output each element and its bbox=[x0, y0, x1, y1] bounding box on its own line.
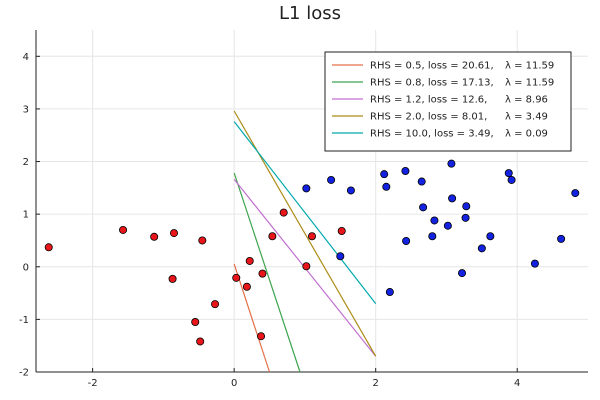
blue-point bbox=[486, 232, 495, 241]
blue-point bbox=[557, 234, 566, 243]
red-point bbox=[198, 236, 207, 245]
axis-layer: -2 0 2 4 -2 -1 0 1 2 3 4 bbox=[19, 30, 588, 389]
blue-point bbox=[448, 194, 457, 203]
x-tick-label: -2 bbox=[88, 378, 98, 389]
y-tick-label: -2 bbox=[19, 368, 29, 379]
x-tick-label: 0 bbox=[231, 378, 237, 389]
red-point bbox=[258, 269, 267, 278]
legend-lambda: λ = 8.96 bbox=[505, 95, 548, 106]
blue-point bbox=[530, 259, 539, 268]
red-point bbox=[191, 318, 200, 327]
blue-point bbox=[504, 169, 513, 178]
legend-box bbox=[324, 51, 572, 152]
red-point bbox=[196, 337, 205, 346]
red-point bbox=[279, 208, 288, 217]
red-point bbox=[169, 229, 178, 238]
y-tick-label: 1 bbox=[23, 210, 29, 221]
series-line bbox=[233, 263, 271, 373]
blue-point bbox=[507, 175, 516, 184]
blue-point bbox=[346, 186, 355, 195]
legend-label: RHS = 10.0, loss = 3.49, bbox=[370, 129, 494, 140]
red-point bbox=[119, 225, 128, 234]
red-point bbox=[150, 232, 159, 241]
blue-point bbox=[302, 184, 311, 193]
blue-point bbox=[417, 177, 426, 186]
blue-point bbox=[462, 202, 471, 211]
chart-title: L1 loss bbox=[279, 3, 341, 24]
legend-lambda: λ = 3.49 bbox=[505, 112, 548, 123]
blue-point bbox=[458, 269, 467, 278]
legend-label: RHS = 1.2, loss = 12.6, bbox=[370, 95, 487, 106]
red-point bbox=[257, 332, 266, 341]
series-line bbox=[233, 172, 301, 373]
blue-point bbox=[336, 252, 345, 261]
red-point bbox=[232, 273, 241, 282]
red-point bbox=[168, 274, 177, 283]
blue-point bbox=[571, 189, 580, 198]
y-tick-label: -1 bbox=[19, 315, 29, 326]
series-line bbox=[233, 121, 377, 304]
legend-label: RHS = 0.8, loss = 17.13, bbox=[370, 78, 494, 89]
red-point bbox=[44, 243, 53, 252]
red-point bbox=[307, 232, 316, 241]
legend-label: RHS = 0.5, loss = 20.61, bbox=[370, 61, 494, 72]
blue-point bbox=[447, 159, 456, 168]
red-point bbox=[245, 256, 254, 265]
red-point bbox=[268, 232, 277, 241]
red-point bbox=[337, 226, 346, 235]
blue-point bbox=[443, 221, 452, 230]
y-tick-label: 2 bbox=[23, 157, 29, 168]
legend-label: RHS = 2.0, loss = 8.01, bbox=[370, 112, 487, 123]
blue-point bbox=[382, 182, 391, 191]
blue-point bbox=[419, 203, 428, 212]
blue-point bbox=[477, 244, 486, 253]
blue-point bbox=[380, 170, 389, 179]
y-tick-label: 0 bbox=[23, 262, 29, 273]
blue-point bbox=[461, 213, 470, 222]
red-point bbox=[302, 262, 311, 271]
y-tick-label: 3 bbox=[23, 104, 29, 115]
blue-point bbox=[428, 232, 437, 241]
x-tick-label: 4 bbox=[514, 378, 520, 389]
blue-point bbox=[402, 236, 411, 245]
blue-point bbox=[385, 288, 394, 297]
legend: RHS = 0.5, loss = 20.61, λ = 11.59 RHS = 0… bbox=[324, 51, 572, 152]
scatter-points bbox=[44, 159, 580, 346]
y-tick-label: 4 bbox=[23, 52, 29, 63]
blue-point bbox=[401, 167, 410, 176]
legend-lambda: λ = 0.09 bbox=[505, 129, 548, 140]
red-point bbox=[211, 300, 220, 309]
blue-point bbox=[327, 175, 336, 184]
blue-point bbox=[430, 216, 439, 225]
x-tick-label: 2 bbox=[373, 378, 379, 389]
red-point bbox=[242, 282, 251, 291]
legend-lambda: λ = 11.59 bbox=[505, 61, 554, 72]
legend-lambda: λ = 11.59 bbox=[505, 78, 554, 89]
